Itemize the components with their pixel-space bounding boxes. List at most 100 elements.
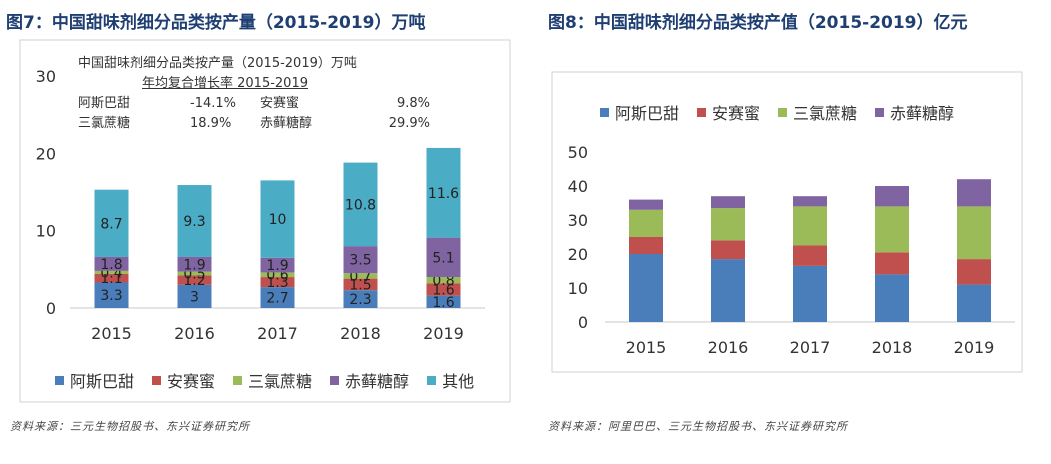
data-label: 11.6	[428, 186, 459, 202]
data-label: 9.3	[183, 214, 205, 230]
legend-item: 三氯蔗糖	[778, 100, 857, 124]
legend-label: 三氯蔗糖	[248, 372, 313, 391]
bar-segment	[260, 272, 295, 278]
legend-label: 其他	[442, 372, 475, 391]
y-tick-label: 30	[568, 211, 588, 230]
bar-segment	[94, 282, 129, 308]
y-tick-label: 0	[46, 299, 56, 318]
legend-label: 三氯蔗糖	[793, 104, 858, 123]
data-label: 1.2	[183, 273, 205, 289]
x-tick-label: 2017	[790, 338, 831, 357]
x-tick-label: 2016	[174, 324, 215, 343]
data-label: 3.5	[349, 253, 371, 269]
chart7-note-title: 中国甜味剂细分品类按产量（2015-2019）万吨	[78, 56, 357, 71]
y-tick-label: 10	[36, 222, 56, 241]
bar-segment	[629, 199, 663, 210]
y-tick-label: 20	[36, 144, 56, 163]
bar-segment	[260, 277, 295, 288]
bar-segment	[957, 206, 991, 260]
note-row1-name-b: 安赛蜜	[260, 96, 300, 111]
y-tick-label: 10	[568, 279, 588, 298]
bar-segment	[260, 287, 295, 308]
x-tick-label: 2018	[872, 338, 913, 357]
legend-swatch	[600, 107, 609, 117]
legend-swatch	[875, 107, 885, 117]
x-tick-label: 2019	[423, 324, 464, 343]
legend-item: 三氯蔗糖	[233, 368, 312, 392]
data-label: 1.9	[266, 258, 288, 274]
chart7-note-box: 中国甜味剂细分品类按产量（2015-2019）万吨 年均复合增长率 2015-2…	[78, 54, 430, 134]
note-row2-name-a: 三氯蔗糖	[78, 116, 131, 131]
figure7-source: 资料来源：三元生物招股书、东兴证券研究所	[10, 420, 250, 433]
bar-segment	[177, 256, 212, 272]
legend-item: 安赛蜜	[697, 100, 760, 124]
data-label: 1.5	[349, 277, 371, 293]
note-row1-value-a: -14.1%	[190, 96, 236, 111]
bar-segment	[343, 273, 378, 279]
data-label: 1.3	[266, 275, 288, 291]
x-tick-label: 2016	[708, 338, 749, 357]
legend-swatch	[697, 107, 707, 117]
bar-segment	[875, 252, 909, 275]
legend-swatch	[233, 375, 243, 385]
data-label: 0.8	[432, 273, 454, 289]
bar-segment	[957, 259, 991, 285]
legend-item: 阿斯巴甜	[600, 100, 679, 124]
bar-segment	[793, 196, 827, 207]
legend-label: 安赛蜜	[712, 104, 761, 123]
data-label: 1.9	[183, 257, 205, 273]
x-tick-label: 2015	[626, 338, 667, 357]
bar-segment	[711, 240, 745, 260]
data-label: 10	[269, 212, 287, 228]
bar-segment	[629, 237, 663, 254]
figure8-source: 资料来源：阿里巴巴、三元生物招股书、东兴证券研究所	[548, 420, 848, 433]
legend-item: 赤藓糖醇	[330, 368, 409, 392]
data-label: 2.7	[266, 291, 288, 307]
bar-segment	[343, 290, 378, 308]
bar-segment	[177, 275, 212, 285]
data-label: 3	[190, 289, 199, 305]
bar-segment	[426, 283, 461, 296]
legend-swatch	[330, 375, 340, 385]
legend-item: 安赛蜜	[152, 368, 215, 392]
bar-segment	[793, 245, 827, 266]
chart8-legend: 阿斯巴甜 安赛蜜 三氯蔗糖 赤藓糖醇	[600, 100, 954, 124]
data-label: 1.6	[432, 295, 454, 311]
bar-segment	[94, 270, 129, 274]
note-row2-value-b: 29.9%	[388, 116, 430, 131]
chart7-note-row: 三氯蔗糖 18.9% 赤藓糖醇 29.9%	[78, 114, 430, 134]
legend-swatch	[55, 375, 64, 385]
legend-swatch	[778, 107, 788, 117]
bar-segment	[260, 180, 295, 258]
data-label: 1.1	[100, 271, 122, 287]
x-tick-label: 2019	[954, 338, 995, 357]
data-label: 3.3	[100, 288, 122, 304]
bar-segment	[177, 185, 212, 257]
bar-segment	[177, 284, 212, 308]
bar-segment	[426, 147, 461, 238]
bar-segment	[629, 209, 663, 237]
legend-swatch	[427, 375, 437, 385]
data-label: 8.7	[100, 216, 122, 232]
legend-item: 赤藓糖醇	[875, 100, 954, 124]
legend-label: 赤藓糖醇	[345, 372, 410, 391]
data-label: 10.8	[345, 197, 376, 213]
legend-label: 赤藓糖醇	[890, 104, 955, 123]
y-tick-label: 40	[568, 177, 588, 196]
chart7-frame	[19, 39, 511, 403]
y-tick-label: 30	[36, 67, 56, 86]
chart7-note-subtitle: 年均复合增长率 2015-2019	[142, 76, 308, 91]
legend-item: 其他	[427, 368, 474, 392]
legend-item: 阿斯巴甜	[55, 368, 134, 392]
legend-label: 阿斯巴甜	[70, 372, 135, 391]
note-row2-value-a: 18.9%	[190, 116, 232, 131]
bar-segment	[426, 277, 461, 284]
data-label: 1.8	[100, 257, 122, 273]
legend-label: 阿斯巴甜	[615, 104, 680, 123]
bar-segment	[793, 265, 827, 322]
bar-segment	[875, 186, 909, 207]
data-label: 1.6	[432, 282, 454, 298]
y-tick-label: 20	[568, 245, 588, 264]
y-tick-label: 0	[578, 313, 588, 332]
